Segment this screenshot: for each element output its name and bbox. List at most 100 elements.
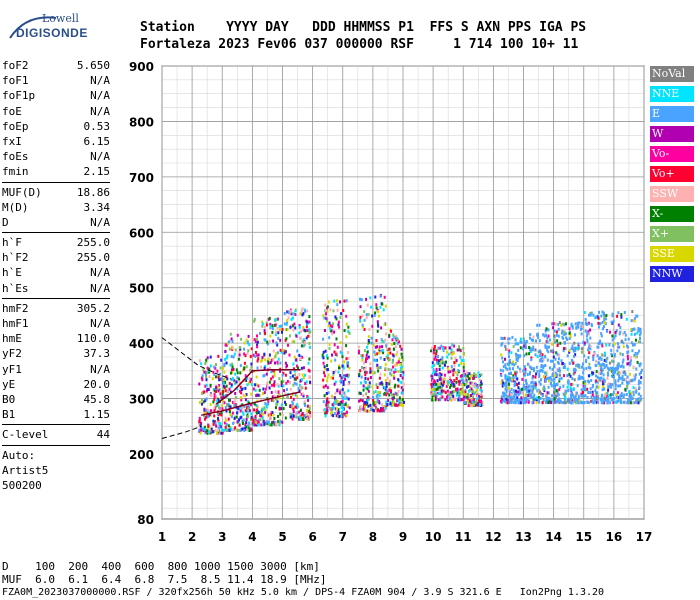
echo-point — [341, 346, 344, 350]
echo-point — [302, 344, 305, 348]
auto-program: Artist5 — [2, 463, 49, 477]
echo-point — [214, 422, 217, 426]
echo-point — [519, 337, 522, 341]
echo-point — [307, 334, 310, 338]
digisonde-logo: Lowell DIGISONDE — [6, 8, 126, 48]
echo-point — [374, 400, 377, 404]
echo-point — [257, 357, 260, 361]
echo-point — [531, 385, 534, 389]
echo-point — [251, 417, 254, 421]
echo-point — [610, 352, 613, 356]
echo-point — [519, 354, 522, 358]
echo-point — [383, 323, 386, 327]
echo-point — [239, 371, 242, 375]
echo-point — [200, 426, 203, 430]
echo-point — [441, 395, 444, 399]
echo-point — [511, 379, 514, 383]
param-row: h`Es N/A — [2, 281, 110, 296]
echo-point — [335, 317, 338, 321]
echo-point — [262, 412, 265, 416]
echo-point — [398, 399, 401, 403]
echo-point — [205, 358, 208, 362]
echo-point — [503, 391, 506, 395]
echo-point — [346, 373, 349, 377]
echo-point — [622, 395, 625, 398]
echo-point — [267, 420, 270, 424]
echo-point — [515, 374, 517, 377]
echo-point — [572, 393, 575, 397]
echo-point — [585, 321, 588, 325]
echo-point — [364, 373, 367, 377]
echo-point — [385, 355, 388, 359]
param-label: foF1p — [2, 89, 36, 103]
echo-point — [376, 352, 379, 356]
echo-point — [219, 412, 222, 416]
echo-point — [253, 338, 256, 342]
echo-point — [389, 386, 392, 390]
echo-point — [389, 351, 392, 355]
echo-point — [553, 397, 556, 401]
echo-point — [602, 325, 605, 328]
echo-point — [225, 384, 228, 388]
echo-point — [244, 394, 247, 398]
echo-point — [293, 369, 296, 373]
echo-point — [441, 383, 444, 387]
echo-point — [384, 392, 387, 395]
echo-point — [552, 401, 555, 405]
echo-point — [359, 369, 362, 373]
echo-point — [555, 351, 558, 355]
x-tick-label: 3 — [218, 530, 226, 544]
echo-point — [542, 387, 545, 391]
echo-point — [347, 325, 350, 329]
echo-point — [576, 384, 579, 388]
echo-point — [263, 391, 266, 395]
echo-point — [268, 316, 271, 320]
echo-point — [589, 391, 592, 394]
echo-point — [223, 421, 226, 425]
y-tick-label: 80 — [137, 513, 154, 527]
echo-point — [400, 365, 403, 369]
echo-point — [332, 372, 335, 376]
echo-point — [557, 369, 560, 372]
echo-point — [282, 384, 285, 388]
echo-point — [505, 379, 508, 383]
echo-point — [637, 397, 640, 401]
echo-point — [277, 336, 280, 340]
echo-point — [389, 379, 392, 383]
echo-point — [247, 423, 250, 427]
echo-point — [201, 378, 204, 382]
echo-point — [511, 362, 514, 366]
echo-point — [634, 317, 636, 321]
echo-point — [580, 324, 583, 328]
echo-point — [373, 314, 376, 317]
echo-point — [531, 389, 534, 393]
echo-point — [299, 387, 302, 391]
echo-point — [300, 413, 303, 417]
echo-point — [506, 375, 509, 379]
echo-point — [508, 397, 511, 401]
echo-point — [388, 347, 391, 351]
echo-point — [616, 364, 619, 368]
echo-point — [465, 385, 468, 389]
echo-point — [592, 371, 595, 375]
echo-point — [567, 380, 570, 384]
echo-point — [232, 367, 235, 371]
echo-point — [337, 411, 340, 415]
echo-point — [362, 388, 365, 392]
echo-point — [299, 312, 302, 316]
echo-point — [202, 400, 205, 404]
echo-point — [333, 330, 336, 334]
echo-point — [233, 352, 236, 356]
echo-point — [279, 348, 282, 352]
echo-point — [597, 357, 600, 361]
echo-point — [294, 411, 297, 415]
echo-point — [256, 420, 259, 424]
echo-point — [578, 399, 581, 403]
echo-point — [231, 376, 234, 380]
echo-point — [433, 392, 436, 396]
param-label: h`E — [2, 266, 22, 280]
echo-point — [458, 392, 461, 396]
echo-point — [217, 354, 220, 358]
echo-point — [332, 414, 335, 418]
echo-point — [334, 315, 337, 319]
